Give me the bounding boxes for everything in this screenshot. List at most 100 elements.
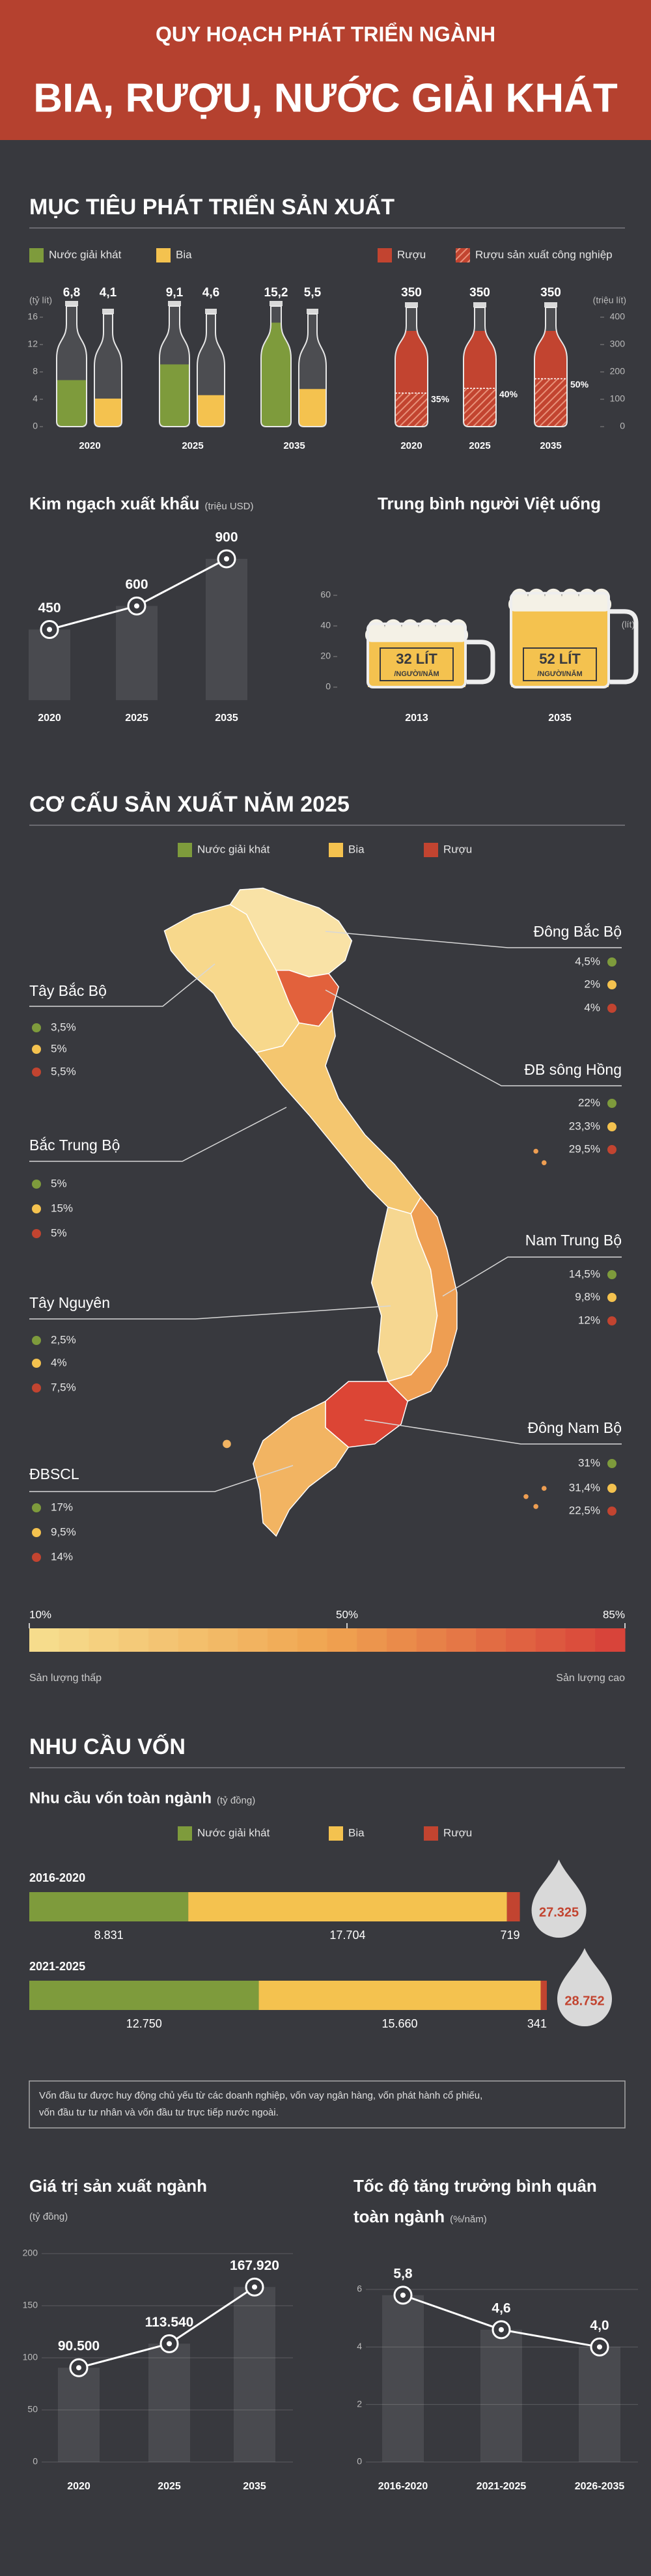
x-tick-label: 2035 [540, 440, 561, 451]
value-label: 90.500 [58, 2339, 100, 2354]
map [165, 888, 547, 1536]
legend-label: Nước giải khát [197, 1826, 270, 1839]
segment-label: 15.660 [382, 2017, 418, 2030]
chart-title: toàn ngành [353, 2207, 445, 2226]
region-value: 31,4% [569, 1481, 600, 1493]
period-label: 2021-2025 [29, 1960, 85, 1973]
value-label: 5,5 [304, 286, 322, 300]
foam [545, 588, 562, 606]
legend-label: Rượu [443, 843, 472, 855]
connector [364, 1419, 622, 1445]
legend-swatch [29, 248, 44, 262]
y-tick-label: 4 [33, 393, 38, 404]
legend-label: Rượu [443, 1826, 472, 1839]
bottle-outline [298, 313, 327, 427]
segment-label: 8.831 [94, 1929, 124, 1942]
x-tick-label: 2025 [469, 440, 490, 451]
legend-dot [607, 1004, 616, 1013]
connector [29, 1305, 391, 1320]
axis-unit: (lít) [622, 619, 635, 630]
y-tick-label: 0 [357, 2456, 362, 2467]
bottle-hatch [534, 378, 567, 427]
total-label: 27.325 [539, 1905, 579, 1919]
mug-handle [467, 640, 495, 685]
scale-block [29, 1628, 60, 1652]
bottle-fill [94, 398, 122, 427]
y-tick-label: 0 [620, 421, 625, 431]
scale-block [148, 1628, 179, 1652]
legend-swatch [329, 1826, 343, 1841]
connector [29, 1107, 287, 1162]
region-name: Bắc Trung Bộ [29, 1137, 120, 1154]
legend-label: Bia [348, 1826, 365, 1839]
bottle-cap [65, 301, 78, 306]
chart-title: Tốc độ tăng trưởng bình quân [353, 2176, 597, 2196]
connectors [29, 931, 622, 1492]
value-label: 350 [469, 286, 490, 300]
region-value: 15% [51, 1202, 73, 1214]
chart-title: Giá trị sản xuất ngành [29, 2176, 207, 2196]
region-name: Tây Bắc Bộ [29, 982, 107, 999]
label-box [523, 647, 597, 681]
x-tick-label: 2035 [548, 713, 572, 724]
bottle-outline [94, 313, 122, 427]
mug-outline [367, 622, 467, 688]
region-value: 9,8% [575, 1290, 600, 1303]
region-value: 4% [584, 1001, 600, 1013]
connector [29, 963, 215, 1007]
x-tick-label: 2013 [405, 713, 428, 724]
bottle-outline [56, 305, 87, 427]
x-tick-label: 2035 [243, 2481, 266, 2492]
scale-block [506, 1628, 536, 1652]
bottle-outline [534, 307, 568, 427]
column [206, 559, 247, 700]
connector [325, 931, 622, 948]
region-value: 5% [51, 1042, 67, 1054]
point-dot [252, 2284, 257, 2290]
segment-label: 719 [501, 1929, 520, 1942]
scale-block [59, 1628, 89, 1652]
bottle-cap [102, 309, 114, 314]
legend-dot [32, 1503, 41, 1512]
legend-label: Bia [348, 843, 365, 855]
y-tick-label: 12 [27, 339, 38, 349]
scale-block [565, 1628, 596, 1652]
legend-dot [607, 957, 616, 967]
value-label: 4,1 [100, 286, 117, 300]
y-tick-label: 50 [27, 2404, 38, 2414]
scale-block [357, 1628, 387, 1652]
legend-dot [32, 1336, 41, 1345]
legend-label: Rượu sản xuất công nghiệp [475, 248, 613, 261]
legend-dot [607, 1145, 616, 1154]
x-tick-label: 2020 [79, 440, 100, 451]
legend-swatch [378, 248, 392, 262]
scale-block [595, 1628, 626, 1652]
note-line: Vốn đầu tư được huy động chủ yếu từ các … [39, 2090, 482, 2101]
value-sublabel: /NGƯỜI/NĂM [394, 670, 439, 678]
region-value: 22% [578, 1096, 600, 1109]
chart-unit: (triệu USD) [205, 501, 254, 512]
scale-block [446, 1628, 477, 1652]
bar-segment [29, 1981, 259, 2010]
y-tick-label: 200 [23, 2248, 38, 2258]
scale-tick-label: 10% [29, 1608, 51, 1621]
share-label: 35% [431, 393, 450, 404]
y-tick-label: 6 [357, 2284, 362, 2294]
legend-swatch [178, 1826, 192, 1841]
point-dot [76, 2365, 81, 2371]
chart-unit: (tỷ đồng) [29, 2211, 68, 2222]
value-label: 4,6 [202, 286, 219, 300]
y-tick-label: 4 [357, 2341, 362, 2351]
section-title: NHU CẦU VỐN [29, 1734, 186, 1759]
connector [325, 989, 622, 1086]
bar-segment [506, 1892, 520, 1921]
note-box [29, 2080, 626, 2129]
island [541, 1160, 547, 1165]
legend-dot [607, 1459, 616, 1468]
segment-label: 17.704 [329, 1929, 365, 1942]
scale-tick-label: 50% [336, 1608, 358, 1621]
bottle-outline [159, 305, 190, 427]
legend-dot [32, 1045, 41, 1054]
y-tick-label: 0 [326, 681, 331, 692]
value-label: 600 [125, 577, 148, 592]
